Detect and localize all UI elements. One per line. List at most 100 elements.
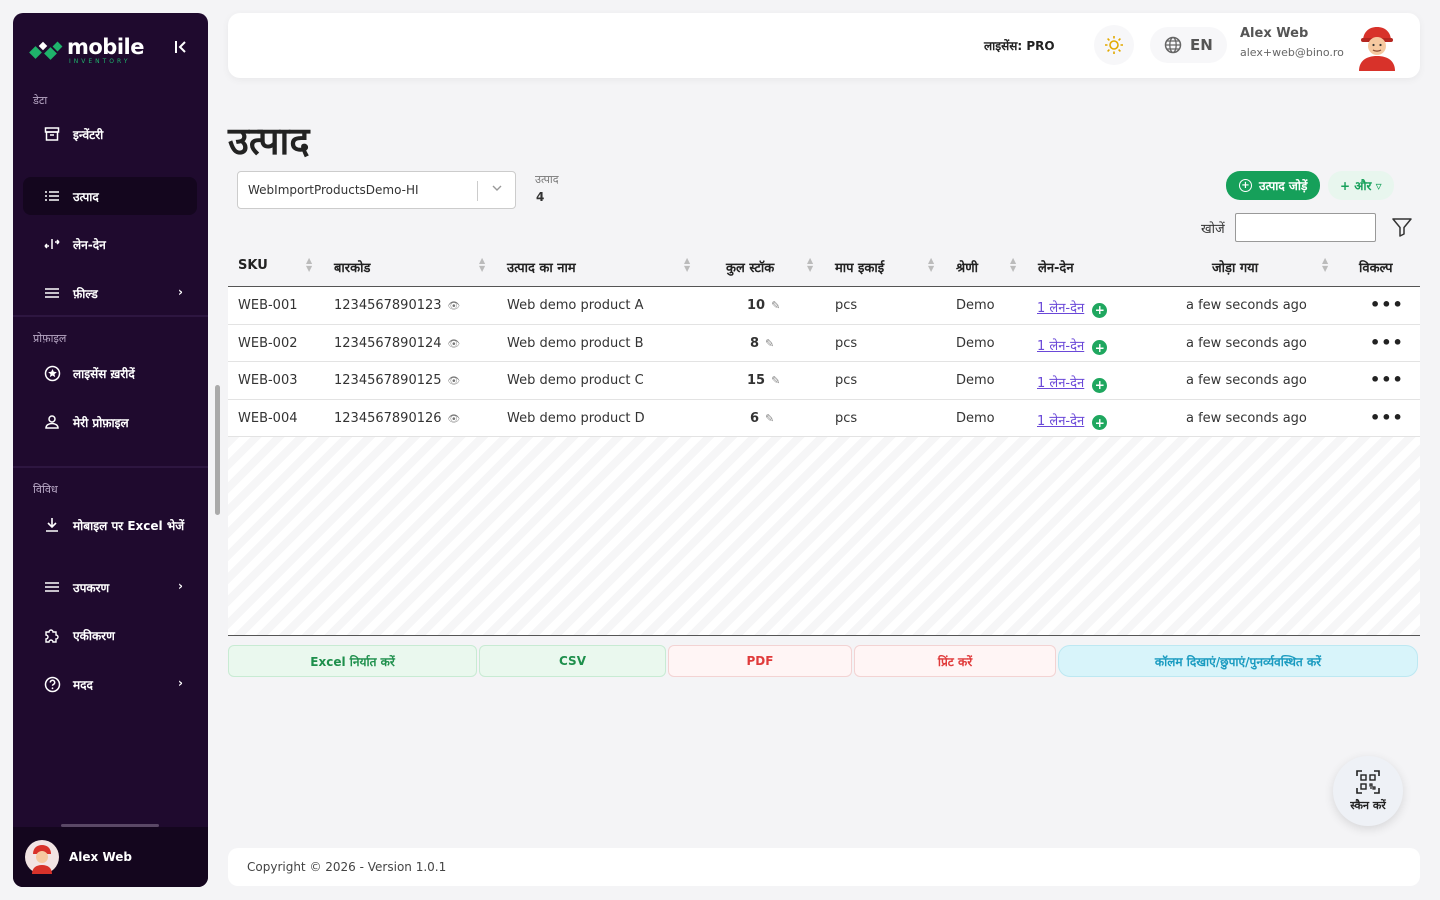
inventory-select[interactable]: WebImportProductsDemo-HI xyxy=(237,171,516,209)
column-header-total-stock[interactable]: कुल स्टॉक xyxy=(726,261,775,276)
print-button[interactable]: प्रिंट करें xyxy=(854,645,1056,677)
archive-icon xyxy=(43,125,61,143)
eye-icon[interactable]: 👁 xyxy=(447,376,461,387)
sidebar-item-help[interactable]: मदद › xyxy=(23,665,197,703)
inventory-select-value: WebImportProductsDemo-HI xyxy=(248,183,419,197)
product-count-label: उत्पाद xyxy=(535,173,559,186)
user-icon xyxy=(43,413,61,431)
sidebar-item-inventory[interactable]: इन्वेंटरी xyxy=(23,115,197,153)
column-header-options: विकल्प xyxy=(1359,261,1393,276)
puzzle-icon xyxy=(43,626,61,644)
sidebar-item-products[interactable]: उत्पाद xyxy=(23,177,197,215)
search-label: खोजें xyxy=(1201,222,1225,237)
chevron-right-icon: › xyxy=(178,676,183,690)
sort-icon[interactable]: ▲ ▼ xyxy=(1010,256,1017,273)
add-transaction-icon[interactable]: + xyxy=(1092,302,1108,318)
add-product-label: उत्पाद जोड़ें xyxy=(1259,179,1308,193)
row-options-icon[interactable]: ••• xyxy=(1370,407,1404,427)
collapse-sidebar-button[interactable] xyxy=(169,35,193,59)
column-visibility-button[interactable]: कॉलम दिखाएं/छुपाएं/पुनर्व्यवस्थित करें xyxy=(1058,645,1418,677)
cell-sku: WEB-002 xyxy=(238,335,298,351)
avatar[interactable] xyxy=(1353,21,1401,71)
edit-pencil-icon[interactable]: ✎ xyxy=(771,299,781,312)
user-menu[interactable]: Alex Web alex+web@bino.ro xyxy=(1240,26,1344,59)
edit-pencil-icon[interactable]: ✎ xyxy=(765,411,775,425)
column-header-barcode[interactable]: बारकोड xyxy=(334,261,371,276)
sidebar-user[interactable]: Alex Web xyxy=(13,827,208,887)
export-pdf-button[interactable]: PDF xyxy=(668,645,852,677)
badge-icon xyxy=(43,364,61,382)
cell-added: a few seconds ago xyxy=(1186,298,1307,313)
filter-icon[interactable] xyxy=(1390,215,1414,239)
transactions-link[interactable]: 1 लेन-देन xyxy=(1037,338,1085,354)
edit-pencil-icon[interactable]: ✎ xyxy=(765,336,775,350)
sidebar-item-fields[interactable]: फ़ील्ड › xyxy=(23,274,197,312)
sort-icon[interactable]: ▲ ▼ xyxy=(306,256,313,273)
add-transaction-icon[interactable]: + xyxy=(1092,415,1108,430)
table-empty-area xyxy=(228,437,1420,636)
list-icon xyxy=(43,187,61,205)
table-row[interactable]: WEB-001 1234567890123 👁 Web demo product … xyxy=(228,287,1420,325)
sidebar-item-label: लेन-देन xyxy=(73,237,106,252)
cell-sku: WEB-003 xyxy=(238,373,298,388)
brand-name: mobile xyxy=(67,35,144,59)
transactions-link[interactable]: 1 लेन-देन xyxy=(1037,413,1085,429)
add-transaction-icon[interactable]: + xyxy=(1092,340,1108,355)
cell-product-name: Web demo product D xyxy=(507,410,645,426)
column-header-sku[interactable]: SKU xyxy=(238,258,268,273)
logo-icon xyxy=(29,39,63,63)
sidebar-item-send-excel[interactable]: मोबाइल पर Excel भेजें xyxy=(23,506,197,544)
search-input[interactable] xyxy=(1235,213,1376,242)
section-label-profile: प्रोफ़ाइल xyxy=(33,332,67,345)
column-header-product-name[interactable]: उत्पाद का नाम xyxy=(507,261,576,276)
cell-barcode: 1234567890123 xyxy=(334,298,442,313)
cell-added: a few seconds ago xyxy=(1186,410,1307,426)
product-count-value: 4 xyxy=(536,190,545,204)
eye-icon[interactable]: 👁 xyxy=(447,413,461,425)
sidebar-item-integration[interactable]: एकीकरण xyxy=(23,616,197,654)
row-options-icon[interactable]: ••• xyxy=(1370,370,1404,389)
language-selector[interactable]: EN xyxy=(1150,27,1227,63)
sort-icon[interactable]: ▲ ▼ xyxy=(1322,256,1329,273)
section-label-data: डेटा xyxy=(33,94,48,107)
sidebar-item-buy-license[interactable]: लाइसेंस ख़रीदें xyxy=(23,354,197,392)
eye-icon[interactable]: 👁 xyxy=(447,301,461,312)
theme-toggle-button[interactable] xyxy=(1094,25,1134,65)
cell-sku: WEB-001 xyxy=(238,298,298,313)
more-button[interactable]: + और ▿ xyxy=(1328,171,1394,200)
scan-button[interactable]: स्कैन करें xyxy=(1333,756,1403,826)
column-header-category[interactable]: श्रेणी xyxy=(956,261,978,276)
menu-icon xyxy=(43,578,61,596)
cell-category: Demo xyxy=(956,410,995,426)
column-header-unit[interactable]: माप इकाई xyxy=(835,261,885,276)
language-code: EN xyxy=(1190,36,1213,54)
sort-icon[interactable]: ▲ ▼ xyxy=(684,256,691,273)
add-product-button[interactable]: + उत्पाद जोड़ें xyxy=(1226,171,1321,200)
chevron-right-icon: › xyxy=(178,579,183,593)
row-options-icon[interactable]: ••• xyxy=(1370,295,1404,314)
transactions-link[interactable]: 1 लेन-देन xyxy=(1037,301,1085,316)
more-button-label: + और ▿ xyxy=(1340,179,1382,193)
add-transaction-icon[interactable]: + xyxy=(1092,377,1108,393)
sidebar-item-tools[interactable]: उपकरण › xyxy=(23,568,197,606)
sidebar-item-my-profile[interactable]: मेरी प्रोफ़ाइल xyxy=(23,403,197,441)
export-excel-button[interactable]: Excel निर्यात करें xyxy=(228,645,477,677)
sort-icon[interactable]: ▲ ▼ xyxy=(479,256,486,273)
row-options-icon[interactable]: ••• xyxy=(1370,332,1404,352)
sort-icon[interactable]: ▲ ▼ xyxy=(807,256,814,273)
brand-logo[interactable]: mobile INVENTORY xyxy=(29,31,144,71)
sort-icon[interactable]: ▲ ▼ xyxy=(928,256,935,273)
page-scrollbar[interactable] xyxy=(215,385,220,515)
edit-pencil-icon[interactable]: ✎ xyxy=(771,374,781,387)
sidebar-scrollbar[interactable] xyxy=(61,824,159,827)
export-csv-button[interactable]: CSV xyxy=(479,645,666,677)
table-row[interactable]: WEB-002 1234567890124 👁 Web demo product … xyxy=(228,324,1420,362)
transactions-link[interactable]: 1 लेन-देन xyxy=(1037,376,1085,391)
table-row[interactable]: WEB-003 1234567890125 👁 Web demo product … xyxy=(228,362,1420,400)
user-email: alex+web@bino.ro xyxy=(1240,46,1344,59)
eye-icon[interactable]: 👁 xyxy=(447,338,461,350)
sidebar-item-transactions[interactable]: लेन-देन xyxy=(23,225,197,263)
column-header-added[interactable]: जोड़ा गया xyxy=(1212,261,1259,276)
table-header: SKU ▲ ▼ बारकोड ▲ ▼ उत्पाद का नाम ▲ ▼ कुल स्… xyxy=(228,245,1420,287)
table-row[interactable]: WEB-004 1234567890126 👁 Web demo product … xyxy=(228,399,1420,437)
